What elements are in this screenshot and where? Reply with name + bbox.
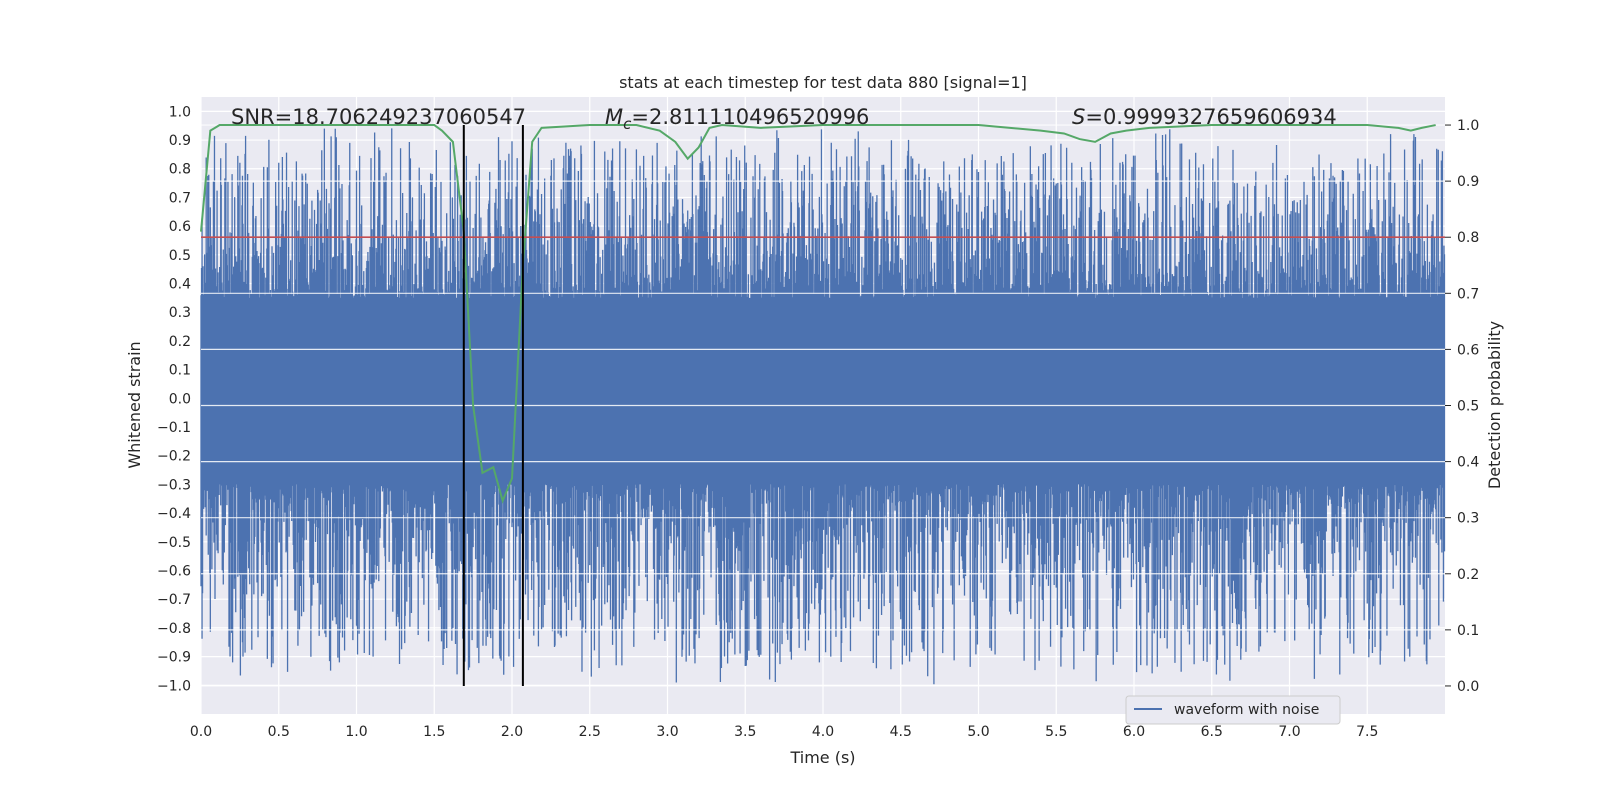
y-tick-label: 0.6 [169, 219, 191, 235]
y-tick-label: 0.7 [169, 190, 191, 206]
y2-tick-label: 0.5 [1457, 399, 1479, 415]
y2-tick-label: 0.7 [1457, 286, 1479, 302]
annotation-s: S=0.9999327659606934 [1072, 105, 1337, 129]
y2-tick-label: 0.2 [1457, 567, 1479, 583]
y2-tick-label: 0.9 [1457, 174, 1479, 190]
x-tick-label: 3.5 [734, 724, 756, 740]
legend-label: waveform with noise [1174, 702, 1319, 718]
y-tick-label: −0.2 [157, 449, 191, 465]
x-tick-labels: 0.0 0.5 1.0 1.5 2.0 2.5 3.0 3.5 4.0 4.5 5.0 5.5 6.0 6… [190, 724, 1379, 740]
x-axis-label: Time (s) [789, 748, 855, 767]
legend: waveform with noise [1125, 695, 1341, 725]
y-tick-label: −0.5 [157, 535, 191, 551]
y2-tick-label: 0.3 [1457, 511, 1479, 527]
annotation-s-symbol: S [1072, 105, 1085, 129]
x-tick-label: 1.5 [423, 724, 445, 740]
y-tick-label: −0.9 [157, 650, 191, 666]
chart-title: stats at each timestep for test data 880… [619, 73, 1027, 92]
series-detection-probability [200, 124, 1436, 504]
x-tick-label: 6.5 [1201, 724, 1223, 740]
x-tick-label: 2.5 [579, 724, 601, 740]
annotation-mc: Mc=2.811110496520996 [605, 105, 869, 133]
y-tick-label: −0.4 [157, 506, 191, 522]
x-tick-label: 0.0 [190, 724, 212, 740]
y-tick-label: −0.1 [157, 420, 191, 436]
y-tick-label: −0.7 [157, 592, 191, 608]
x-tick-label: 3.0 [656, 724, 678, 740]
overlays [201, 125, 1445, 686]
y2-tick-label: 0.6 [1457, 342, 1479, 358]
x-tick-label: 4.5 [890, 724, 912, 740]
legend-box [1125, 695, 1341, 725]
x-tick-label: 6.0 [1123, 724, 1145, 740]
y-tick-labels: 1.0 0.9 0.8 0.7 0.6 0.5 0.4 0.3 0.2 0.1 0.0 −0.1 −0.… [157, 104, 191, 694]
annotation-mc-value: =2.811110496520996 [631, 105, 869, 129]
y2-axis-label: Detection probability [1485, 321, 1504, 489]
y-tick-label: 0.0 [169, 391, 191, 407]
y-tick-label: 0.5 [169, 248, 191, 264]
y-tick-label: 0.4 [169, 277, 191, 293]
y2-tick-label: 0.8 [1457, 230, 1479, 246]
y2-tick-labels: 1.0 0.9 0.8 0.7 0.6 0.5 0.4 0.3 0.2 0.1 0.0 [1445, 118, 1479, 695]
x-tick-label: 7.5 [1356, 724, 1378, 740]
annotation-s-value: =0.9999327659606934 [1085, 105, 1336, 129]
y-tick-label: −0.8 [157, 621, 191, 637]
annotation-snr: SNR=18.706249237060547 [231, 105, 526, 129]
y2-tick-label: 0.4 [1457, 455, 1479, 471]
y-axis-label: Whitened strain [125, 341, 144, 468]
y-tick-label: 0.2 [169, 334, 191, 350]
x-tick-label: 1.0 [345, 724, 367, 740]
y-tick-label: −0.6 [157, 564, 191, 580]
y-tick-label: 0.1 [169, 363, 191, 379]
y-tick-label: 0.8 [169, 162, 191, 178]
y-tick-label: 1.0 [169, 104, 191, 120]
x-tick-label: 5.5 [1045, 724, 1067, 740]
waveform-trace [200, 128, 1446, 685]
y-tick-label: 0.3 [169, 305, 191, 321]
y-tick-label: −0.3 [157, 477, 191, 493]
x-tick-label: 0.5 [268, 724, 290, 740]
y2-tick-label: 0.1 [1457, 623, 1479, 639]
y2-tick-label: 0.0 [1457, 679, 1479, 695]
annotation-mc-symbol: M [605, 105, 623, 129]
detection-probability-line [200, 124, 1436, 504]
y-tick-label: 0.9 [169, 133, 191, 149]
x-tick-label: 5.0 [967, 724, 989, 740]
y-tick-label: −1.0 [157, 678, 191, 694]
y2-tick-label: 1.0 [1457, 118, 1479, 134]
annotation-mc-subscript: c [623, 115, 632, 133]
x-tick-label: 4.0 [812, 724, 834, 740]
x-tick-label: 2.0 [501, 724, 523, 740]
x-tick-label: 7.0 [1278, 724, 1300, 740]
